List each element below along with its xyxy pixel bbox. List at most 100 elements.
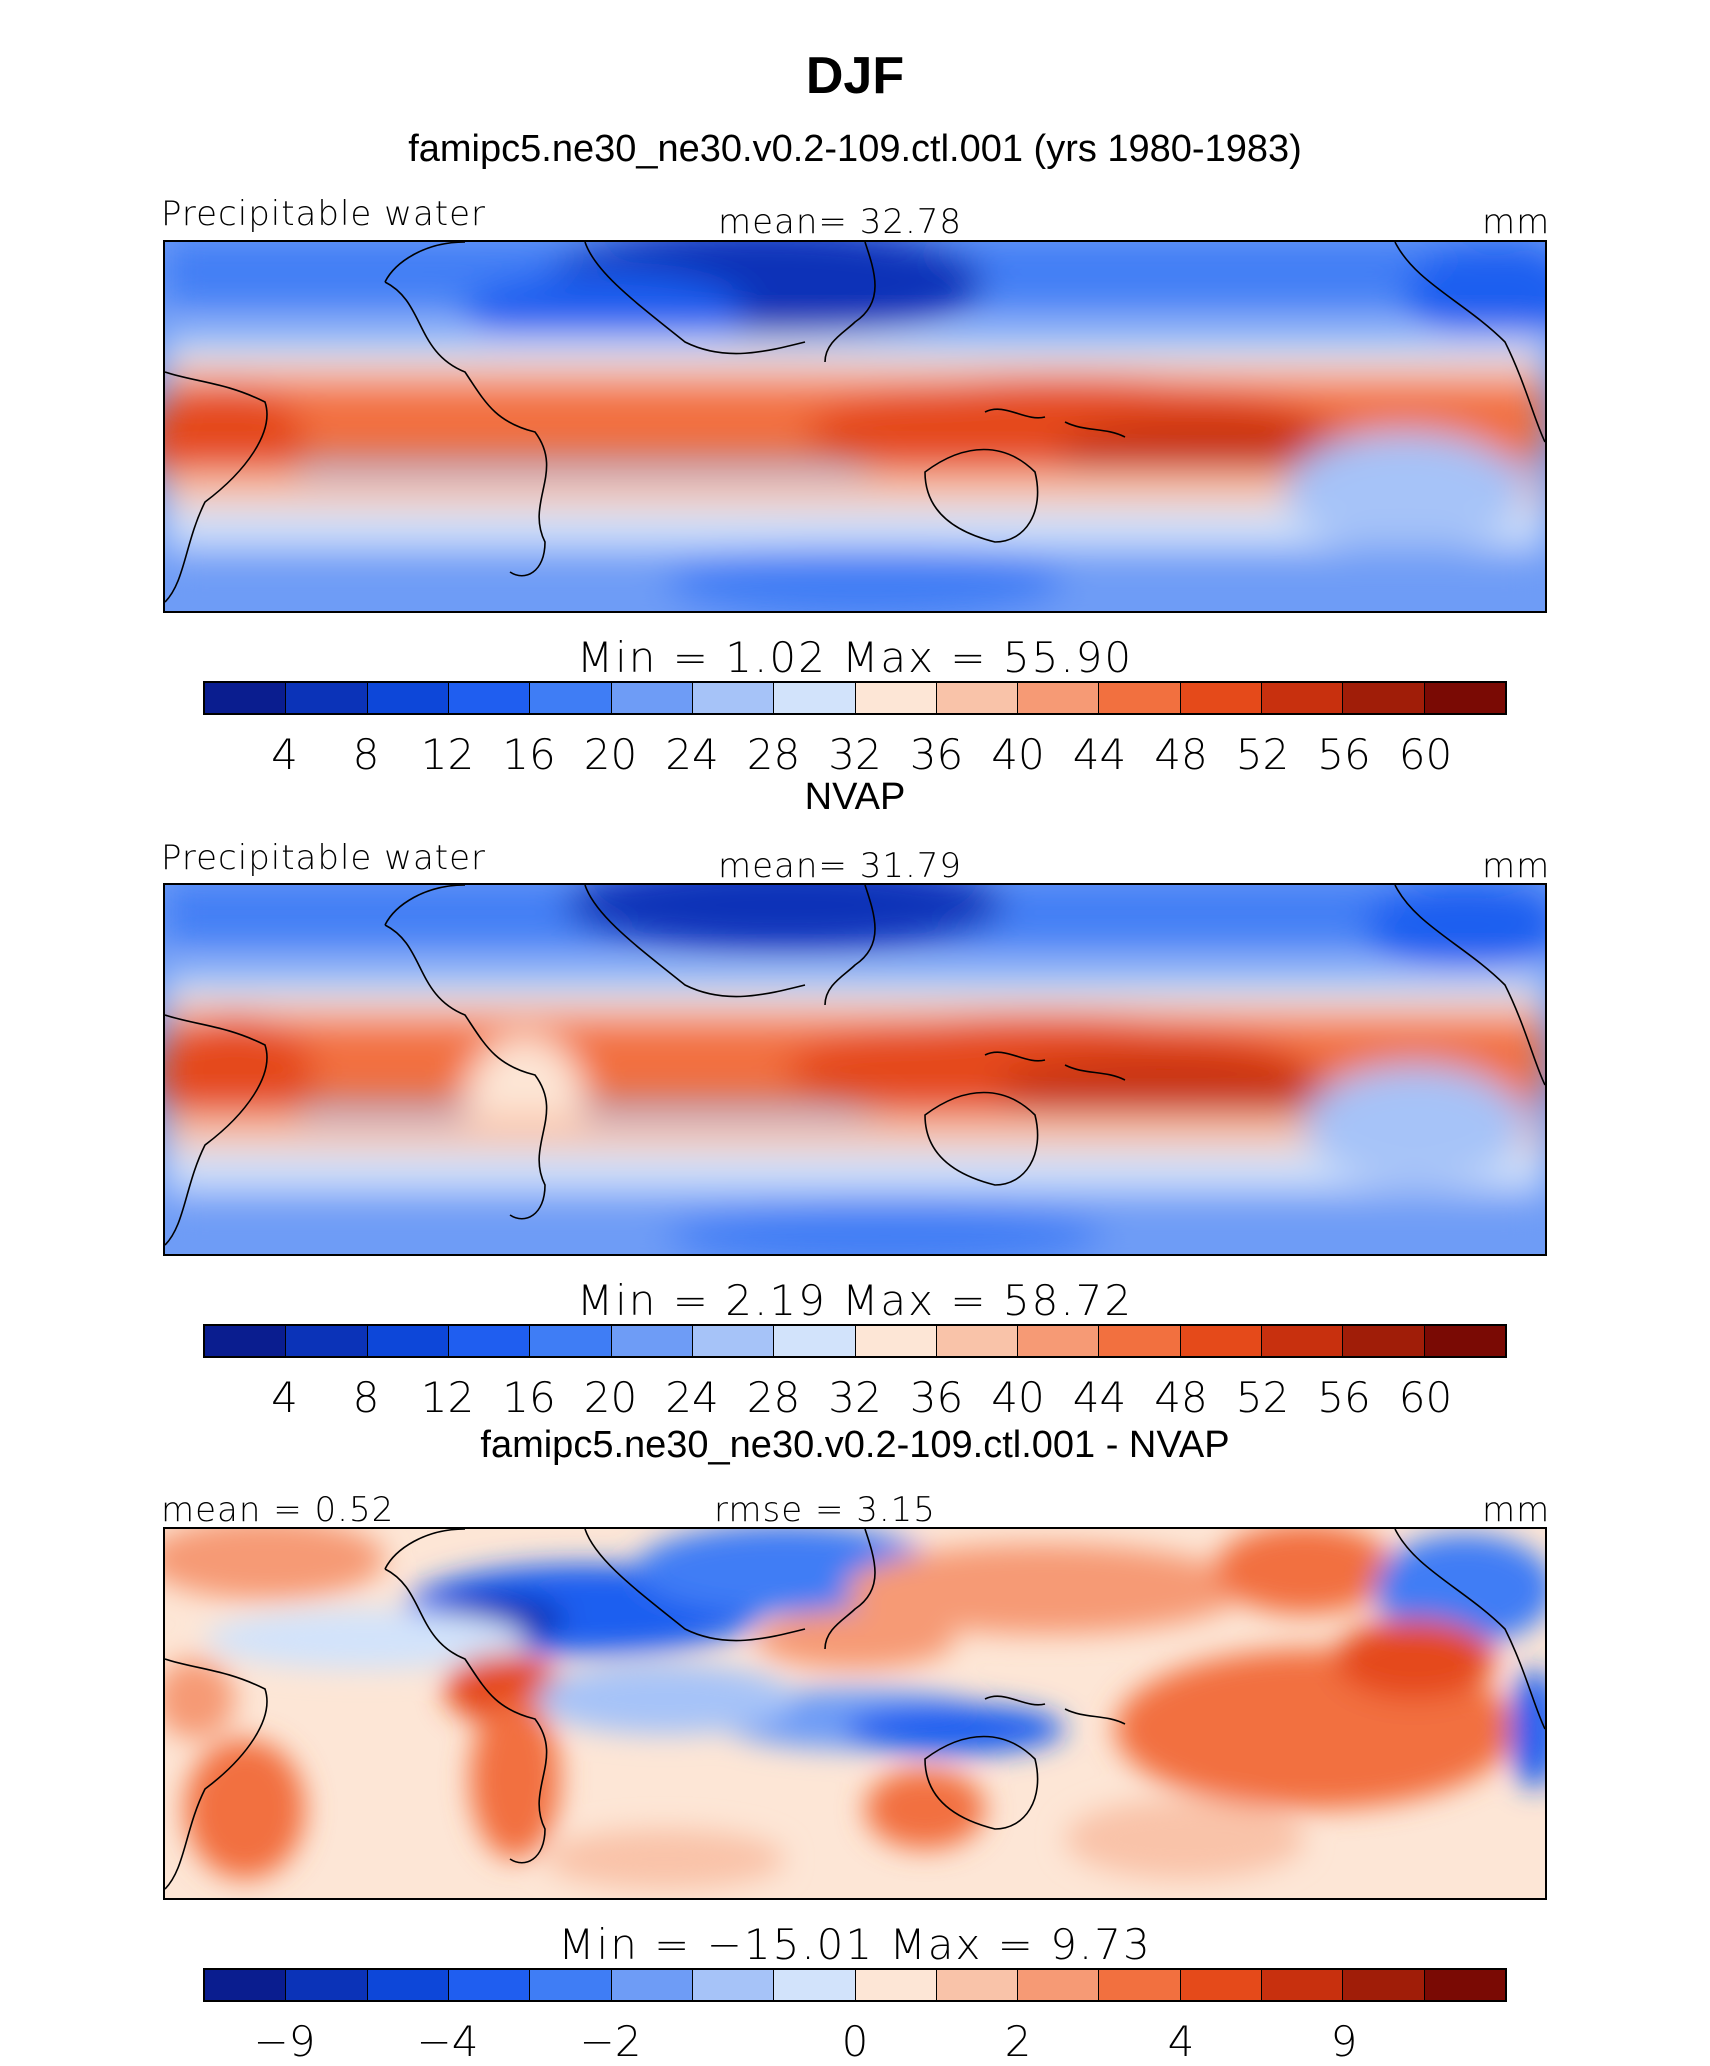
panel-3-map bbox=[163, 1527, 1547, 1900]
colorbar-tick-label: 0 bbox=[841, 2017, 869, 2066]
colorbar-swatch bbox=[1180, 683, 1263, 713]
colorbar-tick-label: 20 bbox=[583, 730, 638, 779]
panel-2-minmax: Min = 2.19 Max = 58.72 bbox=[576, 1276, 1134, 1325]
colorbar-swatch bbox=[936, 1326, 1019, 1356]
colorbar-swatch bbox=[1343, 1326, 1425, 1356]
colorbar-swatch bbox=[1343, 1970, 1425, 2000]
panel-2-map bbox=[163, 883, 1547, 1256]
colorbar-tick-label: 16 bbox=[502, 1373, 556, 1422]
panel-3-subtitle: famipc5.ne30_ne30.v0.2-109.ctl.001 - NVA… bbox=[480, 1424, 1230, 1466]
colorbar-swatch bbox=[530, 1970, 612, 2000]
colorbar-swatch bbox=[1099, 1326, 1181, 1356]
panel-3-minmax: Min = −15.01 Max = 9.73 bbox=[558, 1920, 1152, 1969]
panel-2-colorbar bbox=[203, 1324, 1507, 1358]
panel-3-mean-label: mean = 0.52 bbox=[161, 1490, 395, 1530]
colorbar-tick-label: −9 bbox=[253, 2017, 316, 2066]
colorbar-swatch bbox=[855, 1970, 937, 2000]
colorbar-swatch bbox=[367, 1326, 449, 1356]
colorbar-swatch bbox=[692, 1970, 775, 2000]
colorbar-tick-label: 32 bbox=[828, 730, 882, 779]
colorbar-swatch bbox=[1424, 1326, 1505, 1356]
colorbar-tick-label: 56 bbox=[1317, 730, 1371, 779]
colorbar-tick-label: 44 bbox=[1072, 730, 1127, 779]
panel-1-minmax: Min = 1.02 Max = 55.90 bbox=[576, 633, 1134, 682]
colorbar-swatch bbox=[1424, 1970, 1505, 2000]
colorbar-tick-label: 60 bbox=[1398, 730, 1453, 779]
colorbar-tick-label: 2 bbox=[1004, 2017, 1032, 2066]
colorbar-tick-label: 28 bbox=[746, 1373, 801, 1422]
colorbar-swatch bbox=[367, 1970, 449, 2000]
colorbar-tick-label: 4 bbox=[271, 730, 298, 779]
colorbar-tick-label: 28 bbox=[746, 730, 801, 779]
colorbar-swatch bbox=[611, 683, 693, 713]
colorbar-tick-label: 36 bbox=[909, 1373, 964, 1422]
colorbar-tick-label: 8 bbox=[352, 730, 380, 779]
colorbar-tick-label: 60 bbox=[1398, 1373, 1453, 1422]
colorbar-swatch bbox=[448, 1326, 531, 1356]
panel-2-mean-label: mean= 31.79 bbox=[718, 846, 963, 886]
colorbar-tick-label: 56 bbox=[1317, 1373, 1371, 1422]
colorbar-swatch bbox=[855, 683, 937, 713]
colorbar-swatch bbox=[936, 1970, 1019, 2000]
colorbar-swatch bbox=[1099, 683, 1181, 713]
colorbar-swatch bbox=[774, 683, 856, 713]
colorbar-tick-label: 36 bbox=[909, 730, 964, 779]
colorbar-swatch bbox=[205, 683, 287, 713]
colorbar-tick-label: 32 bbox=[828, 1373, 882, 1422]
colorbar-tick-label: 20 bbox=[583, 1373, 638, 1422]
colorbar-tick-label: 52 bbox=[1235, 730, 1290, 779]
colorbar-swatch bbox=[1262, 683, 1344, 713]
colorbar-tick-label: 24 bbox=[665, 1373, 719, 1422]
colorbar-swatch bbox=[1262, 1970, 1344, 2000]
colorbar-tick-label: 12 bbox=[420, 730, 475, 779]
panel-2-subtitle: NVAP bbox=[804, 776, 906, 818]
colorbar-swatch bbox=[286, 1970, 368, 2000]
colorbar-tick-label: 16 bbox=[502, 730, 556, 779]
colorbar-tick-label: −4 bbox=[416, 2017, 479, 2066]
panel-3-units-label: mm bbox=[1482, 1490, 1551, 1530]
colorbar-tick-label: 48 bbox=[1154, 1373, 1208, 1422]
panel-1-units-label: mm bbox=[1482, 202, 1551, 242]
colorbar-swatch bbox=[205, 1970, 287, 2000]
colorbar-swatch bbox=[1262, 1326, 1344, 1356]
colorbar-tick-label: 44 bbox=[1072, 1373, 1127, 1422]
colorbar-swatch bbox=[936, 683, 1019, 713]
colorbar-swatch bbox=[692, 683, 775, 713]
colorbar-swatch bbox=[692, 1326, 775, 1356]
colorbar-swatch bbox=[1424, 683, 1505, 713]
page-title: DJF bbox=[805, 47, 905, 105]
colorbar-swatch bbox=[530, 1326, 612, 1356]
colorbar-swatch bbox=[855, 1326, 937, 1356]
colorbar-tick-label: 8 bbox=[352, 1373, 380, 1422]
colorbar-swatch bbox=[448, 683, 531, 713]
colorbar-swatch bbox=[205, 1326, 287, 1356]
colorbar-swatch bbox=[1018, 1326, 1100, 1356]
panel-1-variable-label: Precipitable water bbox=[161, 194, 487, 234]
colorbar-tick-label: 24 bbox=[665, 730, 719, 779]
colorbar-swatch bbox=[1343, 683, 1425, 713]
colorbar-swatch bbox=[611, 1970, 693, 2000]
colorbar-swatch bbox=[367, 683, 449, 713]
colorbar-swatch bbox=[1099, 1970, 1181, 2000]
colorbar-swatch bbox=[774, 1970, 856, 2000]
colorbar-swatch bbox=[530, 683, 612, 713]
colorbar-tick-label: −2 bbox=[579, 2017, 642, 2066]
colorbar-swatch bbox=[1180, 1970, 1263, 2000]
colorbar-tick-label: 4 bbox=[1167, 2017, 1195, 2066]
panel-2-variable-label: Precipitable water bbox=[161, 838, 487, 878]
panel-2-units-label: mm bbox=[1482, 846, 1551, 886]
colorbar-tick-label: 9 bbox=[1330, 2017, 1358, 2066]
colorbar-swatch bbox=[1018, 683, 1100, 713]
colorbar-tick-label: 40 bbox=[991, 1373, 1045, 1422]
colorbar-swatch bbox=[448, 1970, 531, 2000]
panel-1-colorbar bbox=[203, 681, 1507, 715]
colorbar-swatch bbox=[286, 683, 368, 713]
colorbar-swatch bbox=[1180, 1326, 1263, 1356]
panel-3-colorbar bbox=[203, 1968, 1507, 2002]
panel-3-rmse-label: rmse = 3.15 bbox=[714, 1490, 936, 1530]
colorbar-swatch bbox=[286, 1326, 368, 1356]
panel-1-mean-label: mean= 32.78 bbox=[718, 202, 963, 242]
colorbar-tick-label: 52 bbox=[1235, 1373, 1290, 1422]
colorbar-tick-label: 40 bbox=[991, 730, 1045, 779]
colorbar-swatch bbox=[774, 1326, 856, 1356]
